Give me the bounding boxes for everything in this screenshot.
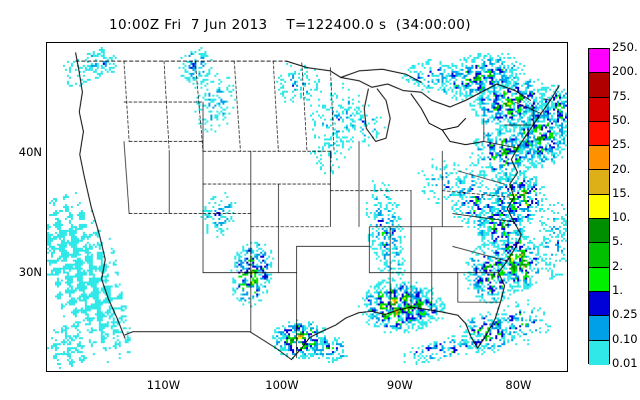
colorbar-band-0 — [589, 49, 609, 74]
colorbar-band-6 — [589, 194, 609, 220]
colorbar-label-9: 2. — [612, 258, 623, 273]
figure-title: 10:00Z Fri 7 Jun 2013 T=122400.0 s (34:0… — [109, 17, 471, 33]
colorbar-band-3 — [589, 121, 609, 147]
colorbar-band-9 — [589, 267, 609, 292]
colorbar-label-8: 5. — [612, 234, 623, 249]
colorbar-band-8 — [589, 243, 609, 268]
colorbar-label-11: 0.25 — [612, 307, 638, 322]
colorbar-label-2: 75. — [612, 88, 631, 103]
colorbar-label-6: 15. — [612, 185, 631, 200]
colorbar-band-1 — [589, 73, 609, 98]
colorbar-label-12: 0.10 — [612, 331, 638, 346]
colorbar-band-12 — [589, 340, 609, 365]
colorbar-label-7: 10. — [612, 210, 631, 225]
colorbar-label-13: 0.01 — [612, 356, 638, 370]
colorbar-band-4 — [589, 146, 609, 171]
colorbar-label-0: 250. — [612, 40, 638, 54]
y-tick-30n: 30N — [18, 265, 42, 279]
x-tick-90w: 90W — [386, 378, 413, 392]
colorbar-label-4: 25. — [612, 137, 631, 152]
colorbar — [588, 48, 610, 365]
y-tick-40n: 40N — [18, 144, 42, 159]
colorbar-band-5 — [589, 170, 609, 195]
map-plot-area — [46, 42, 568, 372]
colorbar-label-3: 50. — [612, 112, 631, 127]
colorbar-label-1: 200. — [612, 64, 638, 79]
x-tick-110w: 110W — [146, 378, 181, 392]
x-tick-80w: 80W — [505, 378, 532, 392]
precipitation-field — [47, 43, 567, 371]
colorbar-label-5: 20. — [612, 161, 631, 176]
colorbar-band-11 — [589, 316, 609, 341]
colorbar-label-10: 1. — [612, 283, 623, 298]
x-tick-100w: 100W — [265, 378, 299, 392]
colorbar-band-7 — [589, 219, 609, 244]
colorbar-band-10 — [589, 291, 609, 317]
colorbar-band-2 — [589, 97, 609, 122]
